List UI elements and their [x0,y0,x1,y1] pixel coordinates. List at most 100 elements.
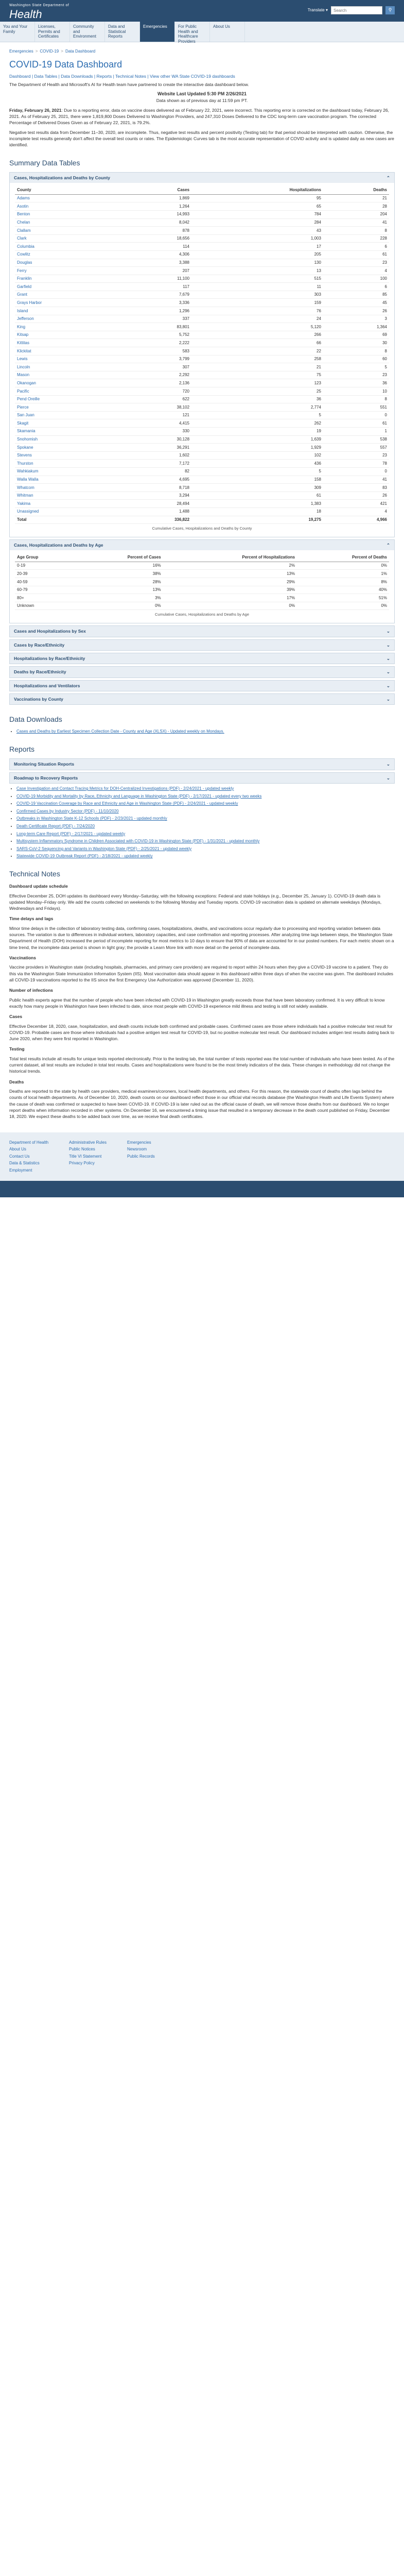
county-link[interactable]: Jefferson [17,316,34,321]
county-link[interactable]: Adams [17,196,30,201]
county-name[interactable]: Skamania [15,427,121,436]
county-name[interactable]: Jefferson [15,315,121,324]
county-link[interactable]: Lincoln [17,364,30,369]
footer-link[interactable]: Administrative Rules [69,1140,107,1145]
county-link[interactable]: Clallam [17,228,31,233]
county-name[interactable]: Unassigned [15,507,121,516]
county-link[interactable]: Thurston [17,461,33,466]
accordion-header[interactable]: Hospitalizations and Ventilators ⌄ [10,680,394,691]
county-link[interactable]: Snohomish [17,437,38,442]
report-link[interactable]: Case Investigation and Contact Tracing M… [16,786,234,791]
footer-link[interactable]: Department of Health [9,1140,49,1145]
county-name[interactable]: Douglas [15,259,121,267]
footer-link[interactable]: Public Records [127,1154,155,1159]
accordion-header[interactable]: Deaths by Race/Ethnicity ⌄ [10,667,394,677]
county-link[interactable]: Kittitas [17,340,30,345]
accordion-header[interactable]: Hospitalizations by Race/Ethnicity ⌄ [10,653,394,664]
county-link[interactable]: Douglas [17,260,32,265]
county-link[interactable]: Okanogan [17,380,36,385]
nav-about[interactable]: About Us [210,22,245,42]
accordion-header[interactable]: Vaccinations by County ⌄ [10,693,394,705]
county-link[interactable]: Asotin [17,204,29,209]
monitoring-header[interactable]: Monitoring Situation Reports ⌄ [10,759,394,770]
county-link[interactable]: Chelan [17,220,30,225]
county-link[interactable]: Pacific [17,388,29,394]
county-name[interactable]: Whatcom [15,483,121,492]
county-link[interactable]: Kitsap [17,332,29,337]
county-name[interactable]: Chelan [15,218,121,227]
county-name[interactable]: Yakima [15,499,121,508]
county-link[interactable]: Pierce [17,404,29,410]
footer-link[interactable]: Privacy Policy [69,1161,95,1166]
nav-providers[interactable]: For Public Health and Healthcare Provide… [175,22,210,44]
county-name[interactable]: Pend Oreille [15,395,121,404]
search-icon[interactable]: ⚲ [385,6,395,14]
download-link-text[interactable]: Cases and Deaths by Earliest Specimen Co… [16,729,224,734]
county-name[interactable]: Benton [15,210,121,219]
county-link[interactable]: Ferry [17,268,27,273]
report-link[interactable]: Confirmed Cases by Industry Sector (PDF)… [16,808,119,814]
county-link[interactable]: Stevens [17,453,32,458]
download-link[interactable]: Cases and Deaths by Earliest Specimen Co… [16,728,395,735]
county-name[interactable]: Grays Harbor [15,298,121,308]
county-link[interactable]: Spokane [17,445,33,450]
county-link[interactable]: Whitman [17,493,33,498]
county-name[interactable]: Skagit [15,419,121,428]
county-link[interactable]: Mason [17,372,30,378]
county-link[interactable]: Grays Harbor [17,300,42,305]
county-name[interactable]: Asotin [15,202,121,211]
footer-link[interactable]: Employment [9,1167,32,1173]
county-link[interactable]: Garfield [17,284,32,289]
county-name[interactable]: Lewis [15,355,121,364]
report-link[interactable]: COVID-19 Morbidity and Mortality by Race… [16,793,262,799]
county-link[interactable]: Klickitat [17,348,31,353]
report-link[interactable]: Multisystem Inflammatory Syndrome in Chi… [16,839,260,844]
footer-link[interactable]: Contact Us [9,1154,30,1159]
county-link[interactable]: Clark [17,236,27,241]
report-link[interactable]: Outbreaks in Washington State K-12 Schoo… [16,816,167,821]
roadmap-header[interactable]: Roadmap to Recovery Reports ⌄ [10,772,394,783]
footer-link[interactable]: Data & Statistics [9,1161,40,1166]
report-link[interactable]: SARS-CoV-2 Sequencing and Variants in Wa… [16,846,192,851]
footer-link[interactable]: Newsroom [127,1147,147,1152]
county-name[interactable]: Snohomish [15,435,121,444]
accordion-header[interactable]: Cases and Hospitalizations by Sex ⌄ [10,626,394,637]
nav-licenses[interactable]: Licenses, Permits and Certificates [35,22,70,42]
county-name[interactable]: Pacific [15,387,121,396]
county-name[interactable]: Cowlitz [15,250,121,259]
county-name[interactable]: King [15,323,121,331]
report-link[interactable]: Statewide COVID-19 Outbreak Report (PDF)… [16,854,153,859]
county-name[interactable]: Wahkiakum [15,467,121,476]
county-name[interactable]: Lincoln [15,363,121,371]
county-name[interactable]: Garfield [15,282,121,291]
county-link[interactable]: Franklin [17,276,32,281]
county-name[interactable]: Kitsap [15,331,121,340]
county-link[interactable]: Columbia [17,244,34,249]
footer-link[interactable]: Public Notices [69,1147,95,1152]
county-link[interactable]: Grant [17,292,28,297]
search-input[interactable] [331,6,382,14]
county-name[interactable]: Thurston [15,459,121,468]
nav-community[interactable]: Community and Environment [70,22,105,42]
county-link[interactable]: San Juan [17,413,34,418]
county-link[interactable]: Skamania [17,429,36,434]
county-name[interactable]: Stevens [15,451,121,460]
county-name[interactable]: Grant [15,291,121,299]
nav-you-and-family[interactable]: You and Your Family [0,22,35,42]
county-name[interactable]: Spokane [15,443,121,452]
breadcrumb-covid[interactable]: COVID-19 [40,49,59,54]
footer-link[interactable]: Title VI Statement [69,1154,102,1159]
county-name[interactable]: Whitman [15,492,121,500]
county-name[interactable]: Kittitas [15,338,121,348]
nav-emergencies[interactable]: Emergencies [140,22,175,42]
county-name[interactable]: Okanogan [15,379,121,387]
nav-data[interactable]: Data and Statistical Reports [105,22,140,42]
county-link[interactable]: Skagit [17,420,29,426]
county-link[interactable]: Benton [17,212,30,217]
county-link[interactable]: Pend Oreille [17,397,40,402]
county-link[interactable]: Walla Walla [17,477,39,482]
translate-dropdown[interactable]: Translate ▾ [307,8,328,13]
county-link[interactable]: Whatcom [17,485,34,490]
county-link[interactable]: Cowlitz [17,252,30,257]
county-link[interactable]: Island [17,308,28,313]
